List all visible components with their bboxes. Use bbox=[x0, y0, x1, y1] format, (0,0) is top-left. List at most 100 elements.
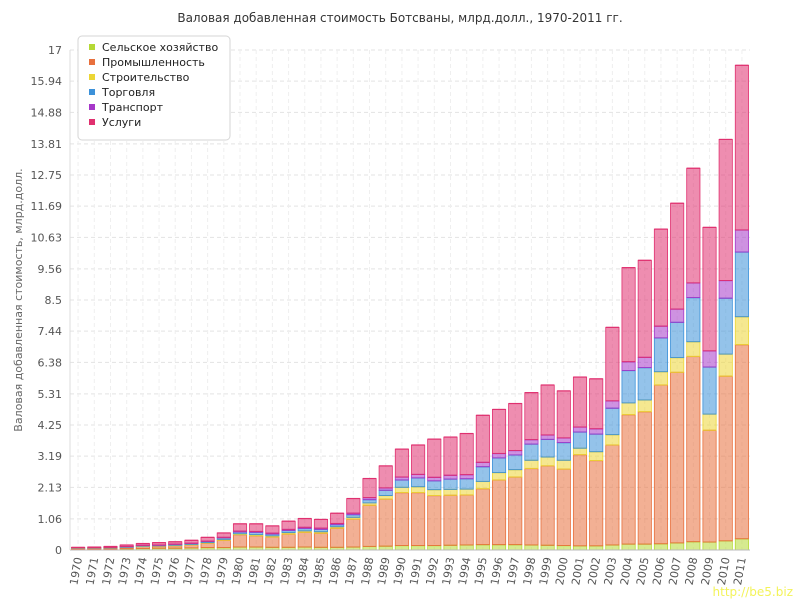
bar-segment bbox=[686, 297, 701, 343]
x-tick-label: 2005 bbox=[634, 556, 652, 586]
bar-segment bbox=[540, 544, 555, 551]
bar-segment bbox=[589, 433, 604, 453]
bar-segment bbox=[670, 202, 685, 310]
x-tick-label: 1971 bbox=[84, 556, 102, 586]
x-tick-label: 1984 bbox=[294, 556, 312, 586]
bar-segment bbox=[572, 431, 588, 449]
bar-segment bbox=[475, 414, 490, 463]
legend-item[interactable]: Сельское хозяйство bbox=[102, 41, 218, 54]
bar-segment bbox=[232, 534, 248, 548]
legend-item[interactable]: Услуги bbox=[102, 116, 141, 129]
bar-segment bbox=[443, 436, 458, 476]
bar-segment bbox=[524, 544, 539, 551]
y-tick-label: 6.38 bbox=[38, 356, 63, 369]
bar-segment bbox=[508, 403, 523, 451]
bar-segment bbox=[297, 518, 312, 528]
x-tick-label: 1972 bbox=[100, 556, 118, 586]
bar-segment bbox=[459, 488, 474, 496]
bar-segment bbox=[508, 469, 523, 478]
legend-swatch bbox=[89, 59, 95, 65]
y-tick-label: 14.88 bbox=[31, 106, 63, 119]
bar-segment bbox=[524, 392, 539, 441]
bar-segment bbox=[475, 544, 490, 551]
y-tick-label: 11.69 bbox=[31, 200, 63, 213]
bar-segment bbox=[475, 466, 490, 482]
y-tick-label: 5.31 bbox=[38, 388, 63, 401]
bar-segment bbox=[459, 478, 474, 490]
x-tick-label: 2010 bbox=[715, 556, 733, 586]
bar-segment bbox=[686, 541, 701, 551]
bar-segment bbox=[249, 535, 264, 548]
bar-segment bbox=[508, 476, 523, 546]
bar-segment bbox=[524, 439, 539, 445]
bar-segment bbox=[621, 370, 636, 404]
bar-segment bbox=[443, 544, 458, 551]
bar-segment bbox=[653, 325, 668, 339]
x-tick-label: 1983 bbox=[278, 556, 296, 586]
bar-segment bbox=[718, 139, 733, 281]
bar-segment bbox=[411, 486, 426, 494]
legend-swatch bbox=[89, 104, 95, 110]
bar-segment bbox=[394, 448, 409, 478]
bar-segment bbox=[411, 492, 426, 546]
bar-segment bbox=[556, 390, 571, 439]
legend-swatch bbox=[89, 89, 95, 95]
bar-segment bbox=[492, 409, 507, 454]
bar-segment bbox=[653, 228, 668, 327]
bar-segment bbox=[411, 444, 426, 475]
bar-segment bbox=[216, 539, 231, 549]
bar-segment bbox=[492, 479, 507, 546]
legend-item[interactable]: Промышленность bbox=[102, 56, 205, 69]
x-tick-label: 1979 bbox=[213, 556, 231, 586]
bar-segment bbox=[313, 532, 328, 548]
bar-segment bbox=[734, 229, 749, 253]
bar-segment bbox=[670, 308, 685, 323]
bar-segment bbox=[459, 433, 474, 476]
bar-segment bbox=[492, 457, 507, 474]
bar-segment bbox=[475, 488, 490, 546]
bar-segment bbox=[653, 337, 668, 373]
x-tick-label: 1986 bbox=[326, 556, 344, 586]
bar-segment bbox=[427, 438, 442, 478]
x-tick-label: 1978 bbox=[197, 556, 215, 586]
bar-segment bbox=[492, 544, 507, 551]
bar-segment bbox=[362, 504, 377, 547]
bar-segment bbox=[670, 321, 685, 359]
bar-segment bbox=[281, 533, 296, 548]
bar-segment bbox=[734, 316, 749, 346]
y-tick-label: 4.25 bbox=[38, 419, 63, 432]
bar-segment bbox=[443, 494, 458, 546]
bar-segment bbox=[589, 451, 604, 461]
bar-segment bbox=[378, 489, 393, 496]
bar-segment bbox=[718, 353, 733, 377]
y-tick-label: 15.94 bbox=[31, 75, 63, 88]
y-axis-label: Валовая добавленная стоимость, млрд.долл… bbox=[12, 168, 25, 431]
bar-segment bbox=[459, 474, 474, 480]
bar-segment bbox=[540, 456, 555, 467]
bar-segment bbox=[572, 376, 588, 428]
y-tick-label: 0 bbox=[55, 544, 62, 557]
legend-item[interactable]: Торговля bbox=[101, 86, 155, 99]
y-tick-label: 2.13 bbox=[38, 481, 63, 494]
bar-segment bbox=[637, 356, 652, 369]
bar-segment bbox=[524, 468, 539, 546]
x-tick-label: 2008 bbox=[683, 556, 701, 586]
legend-item[interactable]: Строительство bbox=[102, 71, 190, 84]
bar-segment bbox=[459, 494, 474, 546]
legend-swatch bbox=[89, 74, 95, 80]
bar-segment bbox=[556, 545, 571, 551]
x-tick-label: 2007 bbox=[666, 556, 684, 586]
x-tick-label: 2009 bbox=[699, 556, 717, 586]
bar-segment bbox=[718, 280, 733, 299]
bar-segment bbox=[605, 434, 620, 446]
legend-item[interactable]: Транспорт bbox=[101, 101, 164, 114]
x-tick-label: 1993 bbox=[440, 556, 458, 586]
bar-segment bbox=[394, 486, 409, 494]
chart-title: Валовая добавленная стоимость Ботсваны, … bbox=[177, 11, 622, 25]
bar-segment bbox=[621, 543, 636, 551]
x-tick-label: 1992 bbox=[424, 556, 442, 586]
bar-segment bbox=[492, 472, 507, 481]
bar-segment bbox=[556, 437, 571, 444]
y-tick-label: 8.5 bbox=[45, 294, 63, 307]
x-tick-label: 1998 bbox=[521, 556, 539, 586]
